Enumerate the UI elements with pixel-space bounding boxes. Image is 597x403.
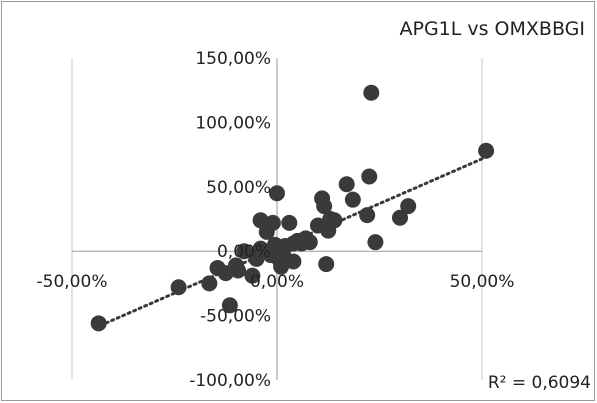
data-point — [170, 279, 187, 296]
tick-labels: -100,00% -50,00% 0,00% 50,00% 100,00% 150,00%… — [37, 49, 515, 391]
data-point — [478, 142, 495, 159]
data-point — [344, 191, 361, 208]
y-tick-label: 150,00% — [195, 49, 271, 69]
y-tick-label: 100,00% — [195, 113, 271, 133]
x-tick-label: -50,00% — [37, 272, 108, 292]
y-tick-label: 50,00% — [206, 178, 271, 198]
x-tick-label: 50,00% — [450, 272, 515, 292]
data-point — [361, 168, 378, 185]
data-point — [264, 214, 281, 231]
data-point — [273, 258, 290, 275]
data-point — [359, 207, 376, 224]
data-point — [201, 275, 218, 292]
data-point — [338, 176, 355, 193]
data-point — [367, 234, 384, 251]
data-point — [301, 234, 318, 251]
data-point — [244, 267, 261, 284]
data-point — [230, 262, 247, 279]
y-tick-label: -100,00% — [189, 371, 271, 391]
data-point — [269, 185, 285, 202]
data-point — [221, 297, 238, 314]
x-tick-label: 0,00% — [250, 272, 304, 292]
data-point — [285, 253, 302, 270]
data-point — [400, 198, 417, 215]
data-point — [326, 212, 343, 229]
r-squared-label: R² = 0,6094 — [487, 373, 591, 393]
data-point — [318, 256, 335, 273]
gridlines — [71, 58, 483, 380]
data-point — [316, 198, 333, 215]
y-tick-label: -50,00% — [200, 307, 271, 327]
data-point — [363, 84, 380, 101]
data-point — [392, 209, 408, 226]
y-tick-label: 0,00% — [217, 242, 271, 262]
data-point — [281, 214, 298, 231]
data-point — [90, 315, 107, 332]
chart-title: APG1L vs OMXBBGI — [399, 18, 585, 40]
data-point — [236, 243, 253, 260]
data-points — [90, 84, 495, 332]
